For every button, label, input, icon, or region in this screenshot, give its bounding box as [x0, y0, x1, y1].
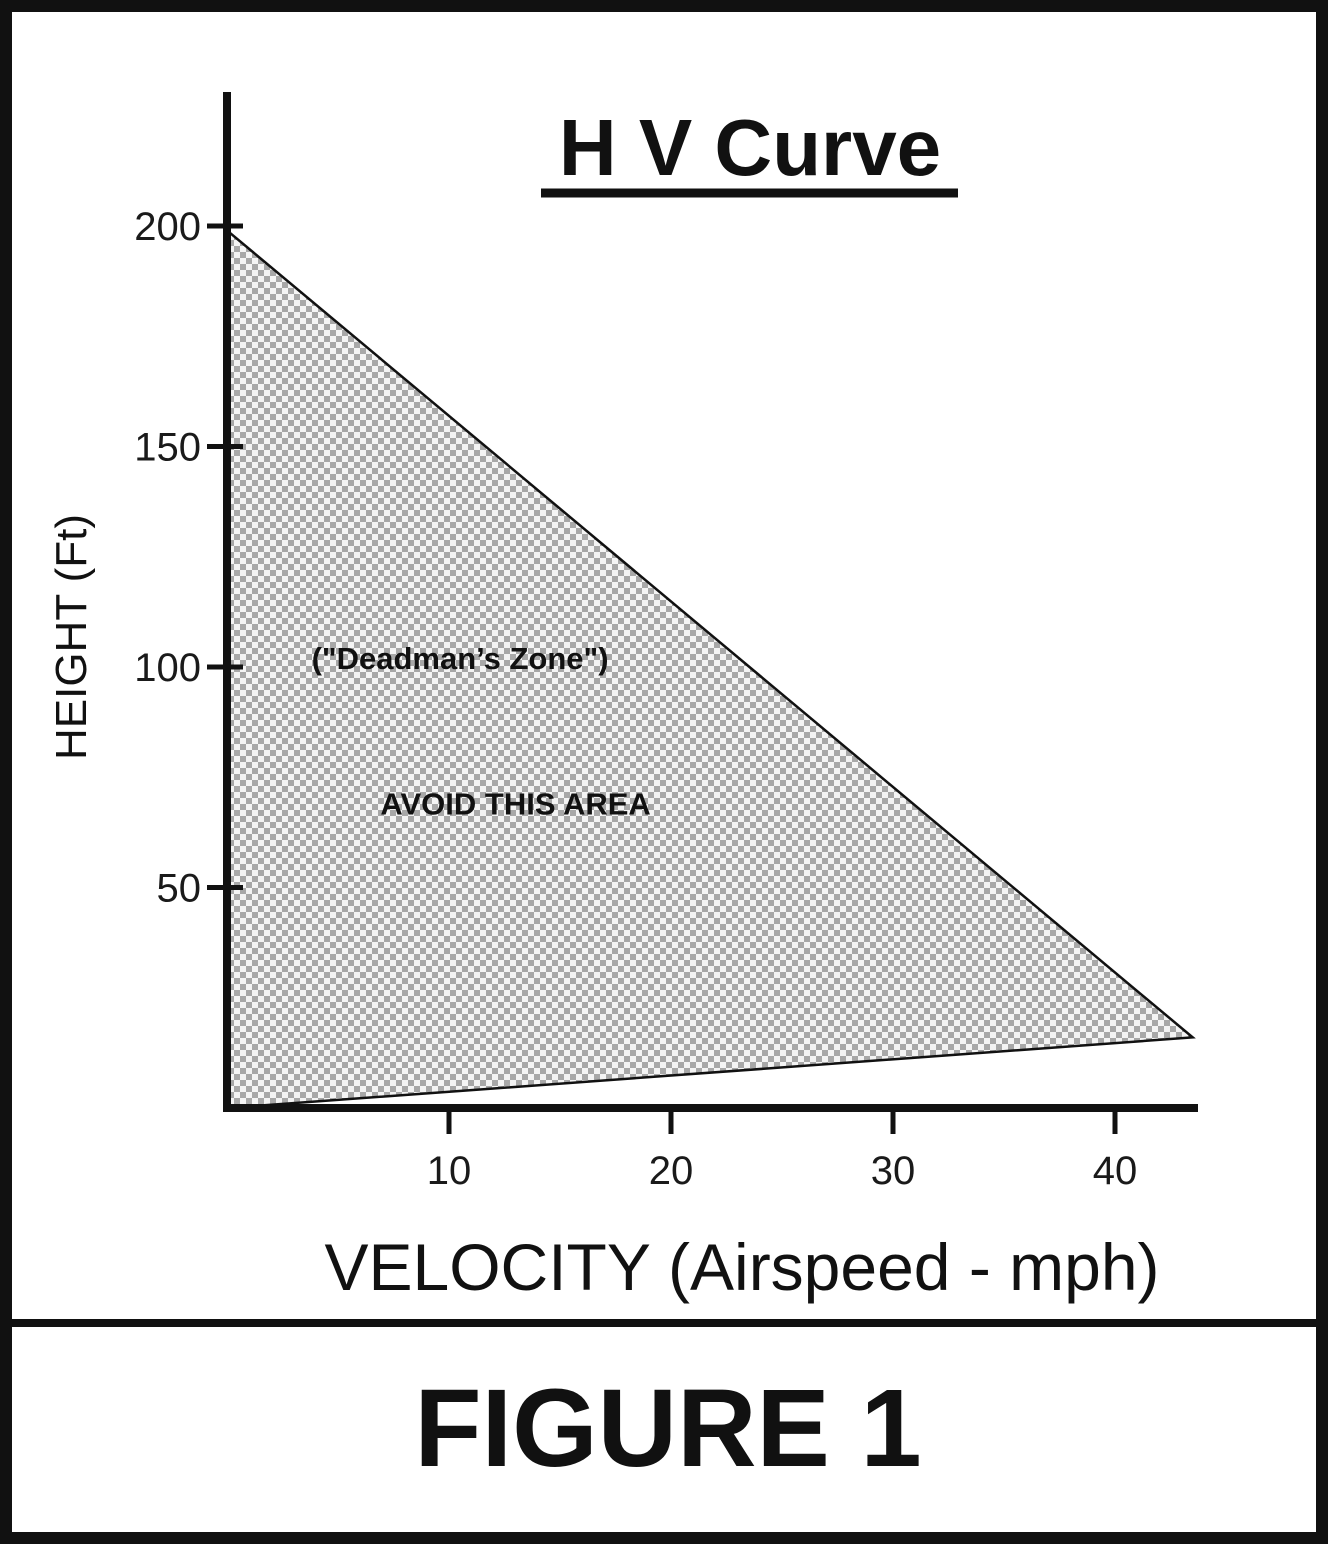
x-ticks: 10 20 30 40 [427, 1106, 1138, 1193]
annotation-deadmans-zone: ("Deadman’s Zone") [312, 641, 609, 676]
x-tick-label: 40 [1093, 1149, 1138, 1193]
y-axis-label: HEIGHT (Ft) [47, 514, 96, 760]
y-ticks: 50 100 150 200 [134, 205, 243, 911]
annotation-avoid-area: AVOID THIS AREA [380, 787, 650, 822]
figure-caption: FIGURE 1 [414, 1367, 921, 1490]
y-tick-label: 150 [134, 426, 201, 470]
x-tick-label: 30 [871, 1149, 916, 1193]
chart-title: H V Curve [559, 103, 941, 192]
x-axis-label: VELOCITY (Airspeed - mph) [324, 1230, 1159, 1304]
y-tick-label: 200 [134, 205, 201, 249]
x-tick-label: 10 [427, 1149, 472, 1193]
y-tick-label: 100 [134, 646, 201, 690]
x-tick-label: 20 [649, 1149, 694, 1193]
y-tick-label: 50 [157, 867, 202, 911]
